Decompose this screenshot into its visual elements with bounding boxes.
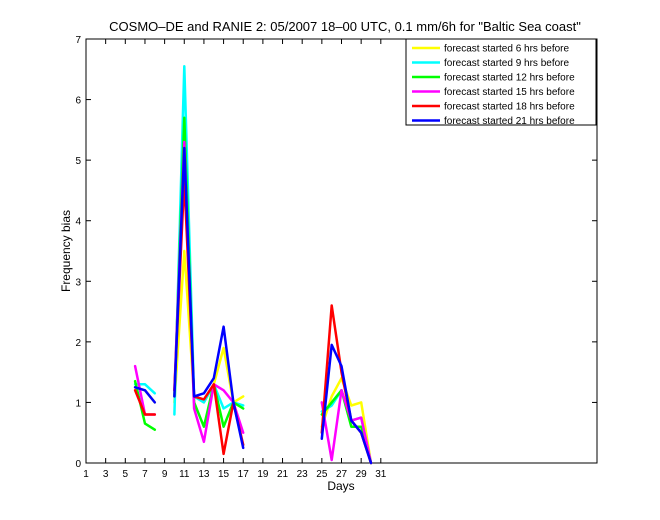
series-line-6-segment-1	[133, 386, 157, 404]
legend-entry: forecast started 15 hrs before	[444, 87, 575, 98]
x-tick-label: 15	[218, 469, 230, 480]
x-axis-label: Days	[327, 479, 354, 493]
x-tick-label: 11	[179, 469, 190, 480]
series-line-5-segment-1	[133, 389, 157, 416]
x-tick-label: 21	[277, 469, 289, 480]
y-tick-label: 0	[75, 459, 81, 470]
legend-box	[405, 38, 597, 126]
series-line-6-segment-3	[320, 343, 373, 465]
x-tick-label: 1	[83, 469, 89, 480]
legend-entry: forecast started 18 hrs before	[444, 102, 575, 113]
series-line-4-segment-3	[320, 389, 373, 465]
series-lines	[133, 65, 373, 465]
y-tick-label: 3	[75, 277, 81, 288]
x-tick-label: 17	[238, 469, 250, 480]
legend-entry: forecast started 9 hrs before	[444, 58, 570, 69]
x-tick-label: 29	[356, 469, 368, 480]
legend-entry: forecast started 6 hrs before	[444, 44, 570, 55]
x-tick-label: 19	[257, 469, 269, 480]
series-line-6-segment-2	[173, 146, 245, 450]
y-axis-label: Frequency bias	[59, 210, 73, 292]
x-tick-label: 25	[316, 469, 328, 480]
legend-entry: forecast started 12 hrs before	[444, 73, 575, 84]
legend-items: forecast started 6 hrs before forecast st…	[412, 44, 575, 127]
x-tick-label: 31	[375, 469, 387, 480]
legend-entry: forecast started 21 hrs before	[444, 116, 575, 127]
y-tick-label: 5	[75, 156, 81, 167]
x-tick-label: 3	[103, 469, 109, 480]
x-tick-label: 13	[198, 469, 210, 480]
x-axis-ticks: 1 3 5 7 9 11 13 15 17 19 21 23 25 27 29 31	[83, 39, 387, 480]
chart-title: COSMO–DE and RANIE 2: 05/2007 18–00 UTC,…	[109, 19, 581, 34]
y-tick-label: 7	[75, 35, 81, 46]
y-tick-label: 4	[75, 217, 81, 228]
x-tick-label: 23	[297, 469, 309, 480]
y-axis-ticks: 0 1 2 3 4 5 6 7	[75, 35, 597, 470]
x-tick-label: 5	[123, 469, 129, 480]
y-tick-label: 1	[75, 398, 81, 409]
x-tick-label: 9	[162, 469, 168, 480]
legend: forecast started 6 hrs before forecast st…	[405, 38, 597, 127]
y-tick-label: 2	[75, 338, 81, 349]
y-tick-label: 6	[75, 96, 81, 107]
x-tick-label: 7	[142, 469, 148, 480]
x-tick-label: 27	[336, 469, 348, 480]
